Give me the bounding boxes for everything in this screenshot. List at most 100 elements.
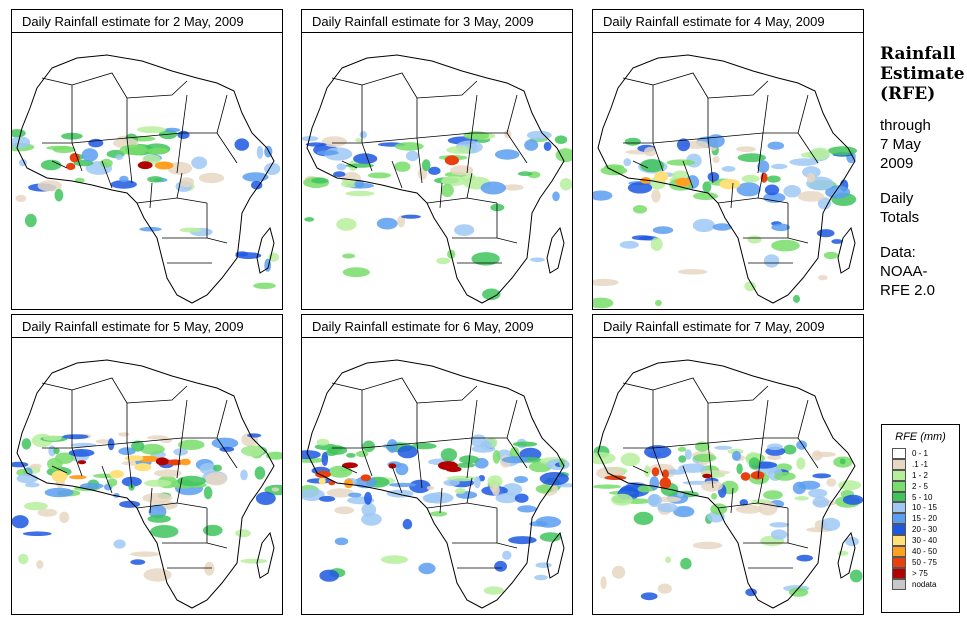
africa-map-svg [593, 359, 863, 609]
rain-area [36, 560, 44, 569]
rain-area [406, 150, 419, 162]
country-border [506, 399, 518, 439]
heavy-rain-area [702, 473, 712, 479]
rain-area [508, 536, 537, 545]
rain-area [359, 131, 367, 139]
rain-area [361, 502, 377, 517]
rain-area [334, 537, 349, 546]
rainfall-overlay [12, 126, 281, 289]
rain-area [62, 434, 89, 440]
country-border [452, 542, 518, 549]
rain-area [492, 484, 500, 496]
rain-area [397, 445, 418, 459]
rain-area [555, 148, 572, 163]
rain-area [767, 141, 785, 150]
product-title-line-2: Estimate [880, 64, 965, 84]
rain-area [517, 505, 537, 513]
rain-area [633, 511, 654, 525]
rain-area [421, 159, 431, 172]
africa-map [593, 33, 863, 309]
rain-area [424, 492, 454, 504]
country-border [743, 542, 809, 549]
rain-area [825, 185, 851, 199]
country-border [426, 502, 498, 509]
legend-item: 50 - 75 [892, 556, 937, 568]
rain-area [526, 130, 552, 140]
country-border [452, 237, 518, 244]
country-border [216, 399, 228, 439]
rain-area [707, 172, 720, 182]
rain-area [443, 479, 460, 486]
legend-label: 50 - 75 [912, 557, 937, 567]
country-border [391, 160, 403, 189]
rain-area [808, 488, 828, 498]
rain-area [502, 550, 512, 560]
country-border [466, 477, 473, 504]
legend-item: nodata [892, 578, 937, 590]
rain-area [509, 446, 520, 460]
product-title-line-1: Rainfall [880, 44, 956, 64]
rain-area [495, 493, 519, 504]
country-border [439, 487, 443, 514]
rain-area [473, 476, 481, 489]
africa-map [12, 33, 282, 309]
totals-label-1: Daily [880, 190, 914, 207]
rain-area [593, 484, 622, 489]
rain-area [333, 171, 346, 178]
heavy-rain-area [69, 153, 80, 163]
country-border [416, 442, 423, 489]
legend-item: 20 - 30 [892, 524, 937, 536]
heavy-rain-area [155, 457, 169, 466]
rain-area [793, 294, 800, 303]
country-border [682, 160, 694, 189]
rain-area [678, 455, 687, 463]
country-border [71, 437, 217, 449]
rain-area [191, 156, 208, 170]
rain-area [147, 147, 169, 155]
legend-item: 5 - 10 [892, 491, 937, 503]
rain-area [820, 517, 841, 531]
legend-item: 30 - 40 [892, 535, 937, 547]
rain-area [769, 522, 790, 528]
heavy-rain-area [719, 179, 741, 190]
rain-area [771, 223, 791, 232]
rain-area [136, 126, 166, 134]
rain-area [783, 444, 797, 455]
rain-area [386, 439, 398, 453]
rain-area [131, 440, 145, 452]
country-border [622, 382, 654, 448]
rain-area [345, 190, 375, 197]
country-border [652, 142, 664, 172]
rain-area [264, 162, 281, 175]
rain-area [644, 465, 651, 478]
heavy-rain-area [750, 471, 765, 480]
rain-area [455, 462, 475, 468]
rain-area [254, 466, 266, 480]
rain-area [771, 163, 788, 170]
rain-area [355, 450, 369, 458]
rain-area [140, 443, 165, 455]
heavy-rain-area [659, 477, 672, 489]
rain-area [593, 278, 619, 286]
africa-coastline [306, 54, 565, 304]
rain-area [212, 464, 222, 472]
country-border [466, 437, 473, 479]
rain-area [766, 455, 782, 460]
through-date-1: 7 May [880, 136, 921, 153]
rain-area [812, 496, 829, 508]
country-border [126, 137, 133, 184]
heavy-rain-area [66, 162, 76, 171]
rain-area [81, 148, 99, 162]
country-border [632, 160, 649, 169]
legend-item: 1 - 2 [892, 469, 937, 481]
rain-area [150, 525, 179, 538]
heavy-rain-area [344, 478, 354, 489]
rain-area [827, 146, 858, 156]
rain-area [744, 281, 756, 292]
rain-area [130, 551, 160, 557]
rain-area [353, 153, 378, 165]
heavy-rain-area [360, 474, 371, 482]
heavy-rain-area [77, 460, 87, 465]
rain-area [624, 137, 641, 146]
